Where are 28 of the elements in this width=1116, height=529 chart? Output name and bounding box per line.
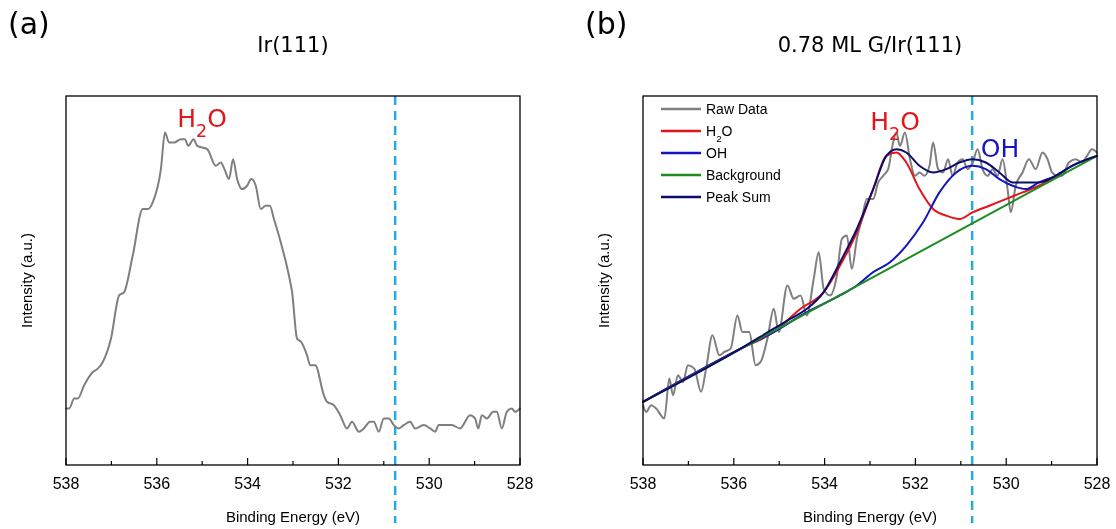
- x-axis-title: Binding Energy (eV): [802, 508, 938, 525]
- x-tick-label: 536: [720, 475, 748, 492]
- annotation: OH: [980, 134, 1020, 163]
- legend-label: Background: [706, 167, 781, 183]
- y-axis-title: Intensity (a.u.): [595, 232, 612, 329]
- legend-label: Peak Sum: [706, 189, 771, 205]
- legend-label: OH: [706, 145, 727, 161]
- y-axis-title: Intensity (a.u.): [18, 232, 35, 329]
- x-tick-label: 528: [506, 475, 534, 492]
- x-tick-label: 532: [325, 475, 352, 492]
- x-tick-label: 530: [992, 475, 1020, 492]
- x-tick-label: 536: [143, 475, 171, 492]
- legend-label: H$_{2}$O: [706, 123, 733, 144]
- legend-label: Raw Data: [706, 101, 768, 117]
- annotation: H$_{2}$O: [177, 104, 227, 141]
- x-tick-label: 532: [902, 475, 929, 492]
- x-tick-label: 534: [234, 475, 262, 492]
- text: (b): [585, 6, 628, 41]
- annotation: H$_{2}$O: [870, 107, 920, 144]
- chart-title: Ir(111): [257, 33, 329, 57]
- x-tick-label: 534: [811, 475, 839, 492]
- x-tick-label: 530: [415, 475, 443, 492]
- x-tick-label: 538: [52, 475, 80, 492]
- x-tick-label: 538: [629, 475, 657, 492]
- text: (a): [8, 6, 50, 41]
- x-axis-title: Binding Energy (eV): [225, 508, 361, 525]
- x-tick-label: 528: [1083, 475, 1111, 492]
- chart-title: 0.78 ML G/Ir(111): [777, 33, 963, 57]
